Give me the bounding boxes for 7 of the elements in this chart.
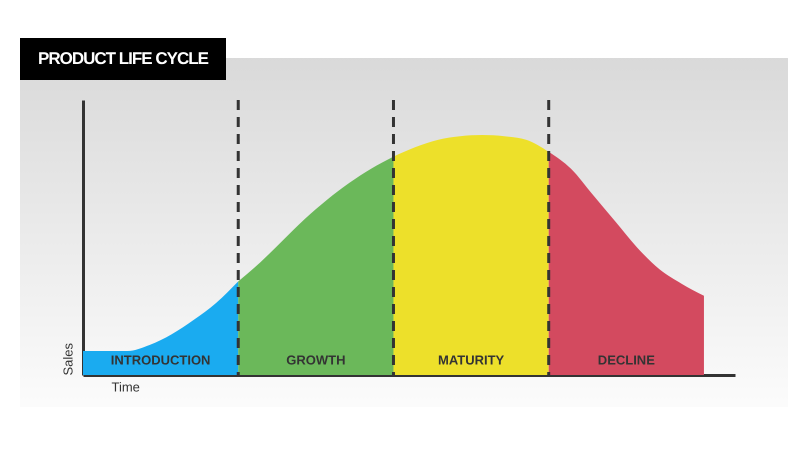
series-label: MATURITY	[438, 352, 505, 368]
series-label: DECLINE	[598, 352, 656, 368]
series-label: GROWTH	[286, 352, 346, 368]
x-axis-title: Time	[112, 380, 140, 394]
series-label: INTRODUCTION	[110, 352, 210, 368]
chart-title: PRODUCT LIFE CYCLE	[20, 38, 226, 80]
y-axis-title: Sales	[60, 342, 76, 376]
